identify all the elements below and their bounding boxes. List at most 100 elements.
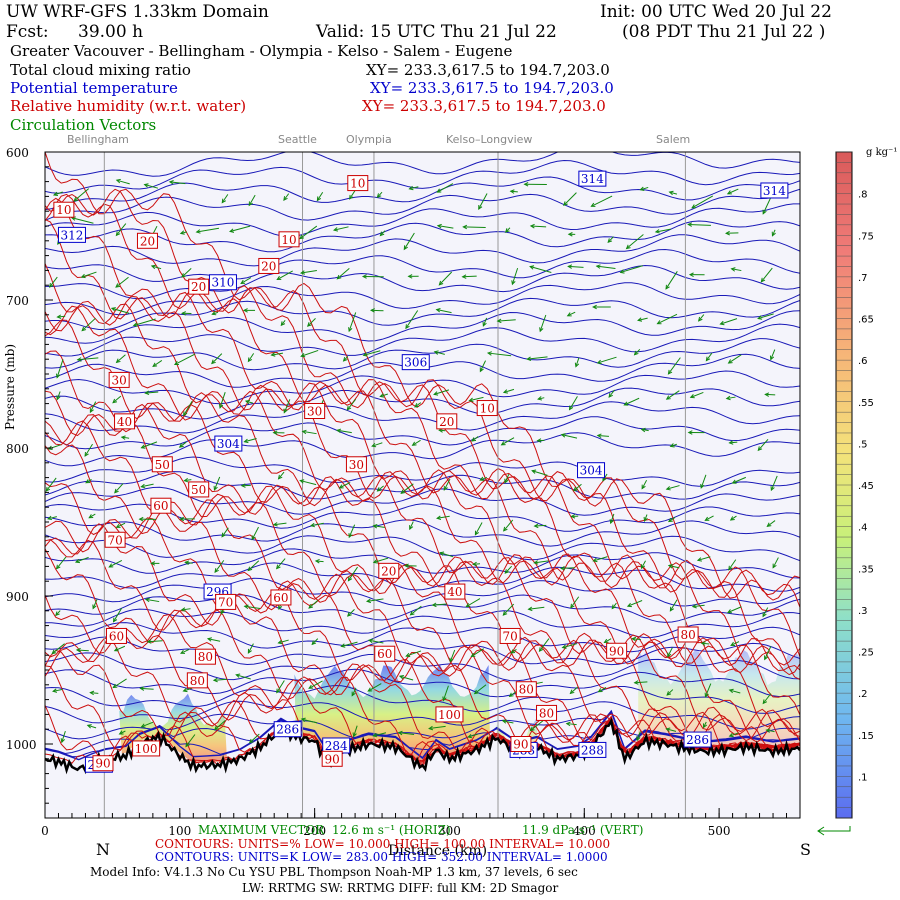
theta-contour — [45, 416, 800, 450]
colorbar-label: .75 — [858, 231, 874, 242]
theta-label-text: 304 — [217, 437, 240, 451]
wind-vector — [207, 638, 221, 642]
rh-label: 30 — [108, 371, 130, 388]
wind-vector-head — [623, 401, 629, 406]
wind-vector — [632, 638, 641, 640]
wind-vector — [471, 436, 479, 442]
wind-vector-head — [567, 232, 573, 237]
theta-label-text: 306 — [404, 356, 427, 370]
colorbar-label: .1 — [858, 772, 868, 783]
rh-label-box — [114, 413, 136, 430]
wind-vector-head — [376, 193, 382, 199]
wind-vector — [504, 473, 510, 483]
wind-vector-head — [428, 725, 434, 731]
wind-vector-head — [408, 185, 414, 191]
wind-vector-head — [665, 727, 671, 732]
wind-vector-head — [240, 483, 246, 488]
wind-vector-head — [277, 639, 283, 645]
wind-vector — [196, 227, 220, 233]
wind-vector — [213, 678, 228, 681]
wind-vector — [501, 437, 515, 446]
wind-vector — [530, 266, 552, 273]
rh-label: 10 — [53, 201, 75, 218]
wind-vector — [337, 429, 352, 434]
wind-vector — [56, 359, 64, 378]
wind-vector — [634, 348, 641, 356]
wind-vector-head — [81, 326, 87, 332]
city-label: Salem — [656, 133, 691, 146]
wind-vector-head — [696, 557, 702, 562]
theta-contour — [45, 652, 800, 682]
wind-vector-head — [665, 395, 671, 400]
wind-vector-head — [631, 636, 637, 642]
wind-vector-head — [75, 647, 81, 653]
theta-contour — [45, 159, 800, 194]
rh-label: 40 — [444, 583, 466, 600]
wind-vector — [463, 226, 486, 229]
theta-contour — [45, 401, 800, 434]
wind-vector-head — [84, 451, 89, 457]
wind-vector — [668, 517, 676, 522]
wind-vector — [249, 733, 260, 744]
wind-vector — [236, 674, 251, 680]
wind-vector — [273, 522, 287, 526]
wind-vector — [436, 309, 452, 314]
wind-vector-head — [531, 469, 537, 474]
rh-contour — [45, 219, 800, 676]
theta-label-text: 286 — [686, 733, 709, 747]
rh-label: 10 — [278, 231, 300, 248]
wind-vector — [308, 600, 319, 609]
wind-vector — [371, 442, 383, 447]
wind-vector — [346, 398, 357, 411]
wind-vector — [770, 349, 776, 360]
wind-vector-head — [140, 483, 146, 489]
rh-label: 50 — [188, 481, 210, 498]
rh-label-box — [92, 755, 114, 772]
wind-vector-head — [654, 229, 660, 234]
wind-vector — [183, 401, 193, 416]
wind-vector — [758, 313, 774, 320]
wind-vector-head — [311, 640, 317, 646]
wind-vector-head — [348, 327, 353, 333]
rh-label: 100 — [435, 706, 464, 723]
wind-vector-head — [185, 742, 190, 748]
wind-vector-head — [276, 275, 282, 281]
rh-label-box — [536, 704, 558, 721]
wind-vector-head — [115, 231, 121, 237]
wind-vector-head — [115, 283, 121, 288]
rh-label-box — [53, 201, 75, 218]
rh-label: 100 — [132, 740, 161, 757]
rh-contour — [45, 350, 800, 743]
wind-vector — [49, 276, 58, 288]
wind-vector-head — [372, 524, 378, 529]
wind-vector-head — [179, 516, 185, 522]
rh-label-box — [435, 706, 464, 723]
wind-vector — [429, 725, 446, 730]
wind-vector-head — [56, 314, 62, 319]
theta-label-text: 284 — [325, 739, 348, 753]
wind-vector — [229, 225, 251, 232]
wind-vector — [147, 640, 163, 643]
rh-label: 60 — [105, 627, 127, 644]
wind-vector — [497, 319, 516, 322]
rh-label: 20 — [258, 257, 280, 274]
rh-contour — [45, 414, 800, 749]
y-tick-label: 600 — [6, 146, 29, 160]
wind-vector — [184, 479, 192, 482]
x-tick-label: 500 — [708, 824, 731, 838]
colorbar-label: .65 — [858, 315, 874, 326]
rh-label-text: 60 — [273, 591, 288, 605]
wind-vector-head — [438, 280, 444, 286]
wind-vector-head — [283, 196, 288, 202]
wind-vector — [620, 265, 643, 273]
wind-vector — [727, 606, 742, 613]
wind-vector — [316, 191, 324, 201]
wind-vector — [655, 228, 671, 233]
wind-vector — [728, 559, 737, 571]
wind-vector-head — [728, 732, 734, 738]
wind-vector-head — [115, 523, 121, 528]
wind-vector-head — [637, 317, 643, 322]
theta-contour — [45, 668, 800, 698]
rh-label: 20 — [136, 232, 158, 249]
theta-contour — [45, 248, 800, 282]
